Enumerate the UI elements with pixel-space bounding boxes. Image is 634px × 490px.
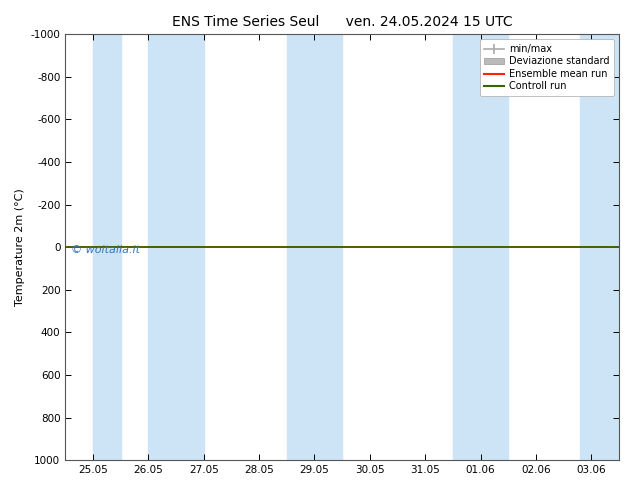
Y-axis label: Temperature 2m (°C): Temperature 2m (°C) [15,188,25,306]
Bar [93,34,120,460]
Title: ENS Time Series Seul      ven. 24.05.2024 15 UTC: ENS Time Series Seul ven. 24.05.2024 15 … [172,15,512,29]
Bar [580,34,619,460]
Text: © woitalia.it: © woitalia.it [71,245,140,255]
Legend: min/max, Deviazione standard, Ensemble mean run, Controll run: min/max, Deviazione standard, Ensemble m… [479,39,614,96]
Bar [287,34,342,460]
Bar [453,34,508,460]
Bar [148,34,204,460]
